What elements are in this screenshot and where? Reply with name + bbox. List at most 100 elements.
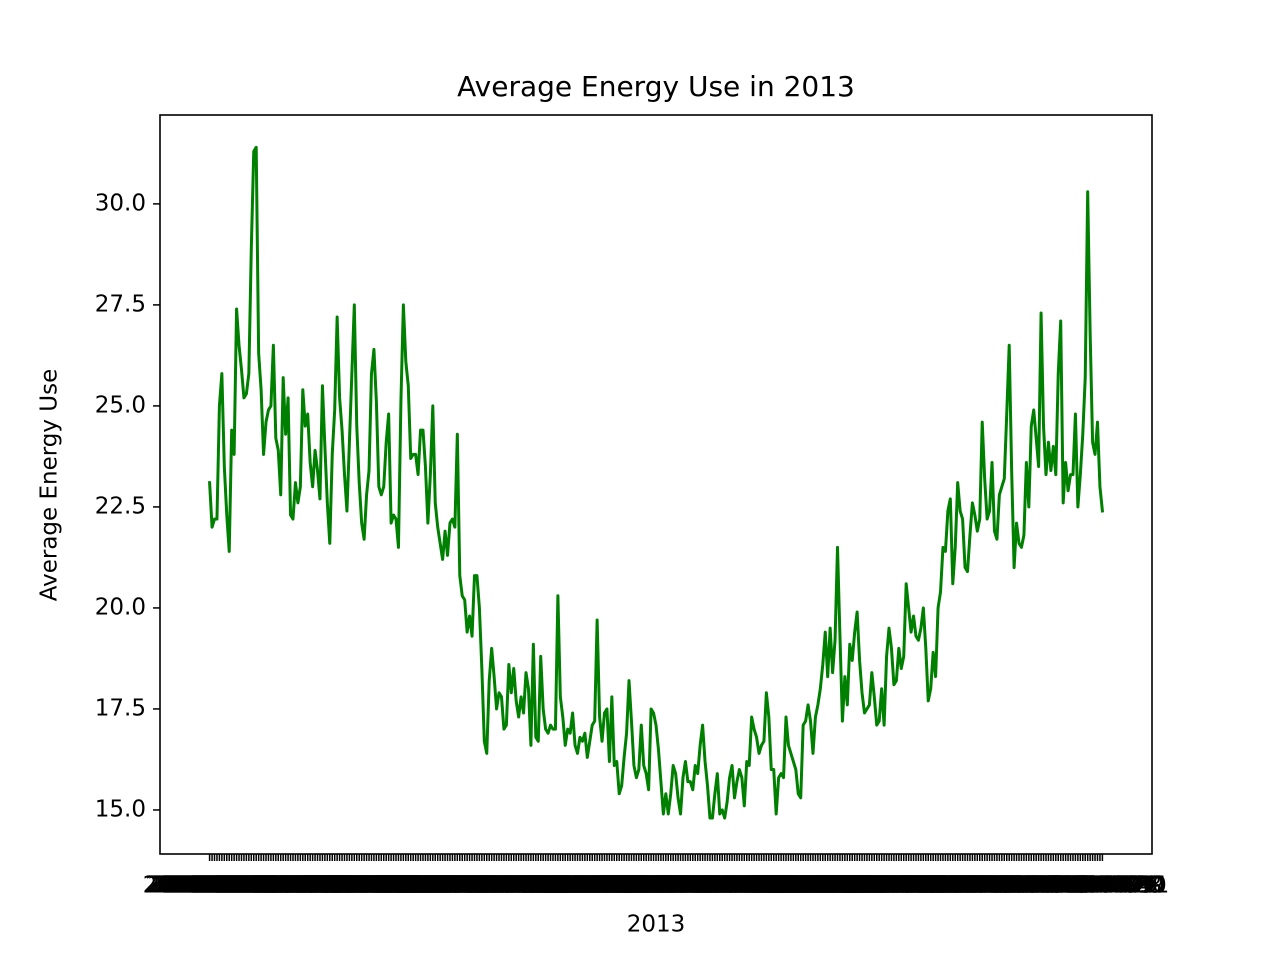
- x-tick-label: 2013-02-01: [219, 873, 353, 899]
- x-tick-label: 2013-11-24: [945, 873, 1079, 899]
- x-tick-label: 2013-05-23: [491, 873, 625, 899]
- x-tick-label: 2013-10-26: [874, 873, 1008, 899]
- x-tick-label: 2013-03-29: [356, 873, 490, 899]
- x-tick-label: 2013-12-31: [1036, 873, 1170, 899]
- x-tick-label: 2013-06-15: [547, 873, 681, 899]
- x-tick-label: 2013-02-22: [270, 873, 404, 899]
- x-tick-label: 2013-08-20: [709, 873, 843, 899]
- x-tick-label: 2013-01-27: [207, 873, 341, 899]
- x-tick-label: 2013-04-12: [390, 873, 524, 899]
- x-tick-label: 2013-03-20: [334, 873, 468, 899]
- x-tick-label: 2013-02-11: [243, 873, 377, 899]
- x-tick-label: 2013-09-10: [761, 873, 895, 899]
- x-tick-label: 2013-08-12: [690, 873, 824, 899]
- x-tick-label: 2013-04-24: [420, 873, 554, 899]
- x-tick-label: 2013-07-15: [621, 873, 755, 899]
- x-tick-label: 2013-02-07: [234, 873, 368, 899]
- x-tick-label: 2013-12-28: [1028, 873, 1162, 899]
- x-tick-label: 2013-03-23: [341, 873, 475, 899]
- x-tick-label: 2013-12-04: [969, 873, 1103, 899]
- x-tick-label: 2013-05-17: [476, 873, 610, 899]
- x-tick-label: 2013-03-06: [300, 873, 434, 899]
- x-tick-label: 2013-05-03: [442, 873, 576, 899]
- x-tick-label: 2013-04-01: [364, 873, 498, 899]
- x-tick-label: 2013-02-08: [236, 873, 370, 899]
- x-tick-label: 2013-03-01: [287, 873, 421, 899]
- x-tick-label: 2013-02-23: [273, 873, 407, 899]
- x-tick-label: 2013-02-28: [285, 873, 419, 899]
- x-tick-label: 2013-10-08: [830, 873, 964, 899]
- x-tick-label: 2013-05-24: [494, 873, 628, 899]
- x-tick-label: 2013-01-11: [167, 873, 301, 899]
- x-tick-label: 2013-06-12: [540, 873, 674, 899]
- x-tick-label: 2013-05-29: [506, 873, 640, 899]
- x-tick-label: 2013-08-07: [677, 873, 811, 899]
- x-tick-label: 2013-04-11: [388, 873, 522, 899]
- x-tick-label: 2013-07-05: [597, 873, 731, 899]
- x-tick-label: 2013-10-15: [847, 873, 981, 899]
- x-tick-label: 2013-01-17: [182, 873, 316, 899]
- x-tick-label: 2013-09-25: [798, 873, 932, 899]
- x-tick-label: 2013-10-24: [869, 873, 1003, 899]
- x-tick-label: 2013-03-31: [361, 873, 495, 899]
- x-tick-label: 2013-02-25: [278, 873, 412, 899]
- chart-title: Average Energy Use in 2013: [457, 70, 855, 103]
- x-tick-label: 2013-11-22: [940, 873, 1074, 899]
- x-tick-label: 2013-04-02: [366, 873, 500, 899]
- x-tick-label: 2013-01-13: [172, 873, 306, 899]
- x-tick-label: 2013-07-07: [601, 873, 735, 899]
- x-tick-label: 2013-09-12: [766, 873, 900, 899]
- x-tick-label: 2013-10-27: [876, 873, 1010, 899]
- x-tick-label: 2013-01-19: [187, 873, 321, 899]
- x-tick-label: 2013-12-15: [996, 873, 1130, 899]
- x-tick-label: 2013-03-04: [295, 873, 429, 899]
- x-tick-label: 2013-09-14: [771, 873, 905, 899]
- x-tick-label: 2013-03-21: [337, 873, 471, 899]
- x-tick-label: 2013-03-19: [332, 873, 466, 899]
- x-tick-label: 2013-03-25: [346, 873, 480, 899]
- x-tick-label: 2013-06-16: [550, 873, 684, 899]
- x-tick-label: 2013-05-01: [437, 873, 571, 899]
- x-tick-label: 2013-06-21: [562, 873, 696, 899]
- x-tick-label: 2013-09-16: [776, 873, 910, 899]
- x-tick-label: 2013-08-14: [695, 873, 829, 899]
- x-tick-label: 2013-04-17: [403, 873, 537, 899]
- x-tick-label: 2013-03-22: [339, 873, 473, 899]
- x-tick-label: 2013-12-10: [984, 873, 1118, 899]
- x-tick-label: 2013-12-20: [1009, 873, 1143, 899]
- x-tick-label: 2013-05-13: [467, 873, 601, 899]
- x-tick-label: 2013-01-26: [204, 873, 338, 899]
- y-tick-label: 22.5: [95, 493, 146, 519]
- x-tick-label: 2013-10-13: [842, 873, 976, 899]
- x-tick-label: 2013-11-01: [888, 873, 1022, 899]
- x-tick-label: 2013-09-19: [783, 873, 917, 899]
- x-tick-label: 2013-04-27: [427, 873, 561, 899]
- x-tick-label: 2013-12-05: [972, 873, 1106, 899]
- x-tick-label: 2013-01-31: [216, 873, 350, 899]
- x-tick-label: 2013-10-29: [881, 873, 1015, 899]
- x-tick-label: 2013-12-24: [1018, 873, 1152, 899]
- x-tick-label: 2013-07-01: [587, 873, 721, 899]
- x-tick-label: 2013-08-06: [675, 873, 809, 899]
- x-tick-label: 2013-11-06: [901, 873, 1035, 899]
- x-tick-label: 2013-08-19: [707, 873, 841, 899]
- x-tick-label: 2013-08-02: [665, 873, 799, 899]
- x-tick-label: 2013-04-06: [376, 873, 510, 899]
- x-tick-label: 2013-09-26: [800, 873, 934, 899]
- x-tick-label: 2013-02-10: [241, 873, 375, 899]
- y-tick-label: 15.0: [95, 796, 146, 822]
- x-tick-label: 2013-10-21: [861, 873, 995, 899]
- x-tick-label: 2013-07-09: [606, 873, 740, 899]
- x-tick-label: 2013-01-03: [148, 873, 282, 899]
- x-tick-label: 2013-03-16: [324, 873, 458, 899]
- x-tick-label: 2013-08-28: [729, 873, 863, 899]
- x-tick-label: 2013-08-05: [673, 873, 807, 899]
- x-tick-label: 2013-09-04: [746, 873, 880, 899]
- x-tick-label: 2013-09-21: [788, 873, 922, 899]
- x-tick-label: 2013-11-07: [903, 873, 1037, 899]
- x-tick-label: 2013-03-05: [297, 873, 431, 899]
- x-tick-label: 2013-06-09: [533, 873, 667, 899]
- x-tick-label: 2013-01-09: [162, 873, 296, 899]
- x-tick-label: 2013-11-19: [933, 873, 1067, 899]
